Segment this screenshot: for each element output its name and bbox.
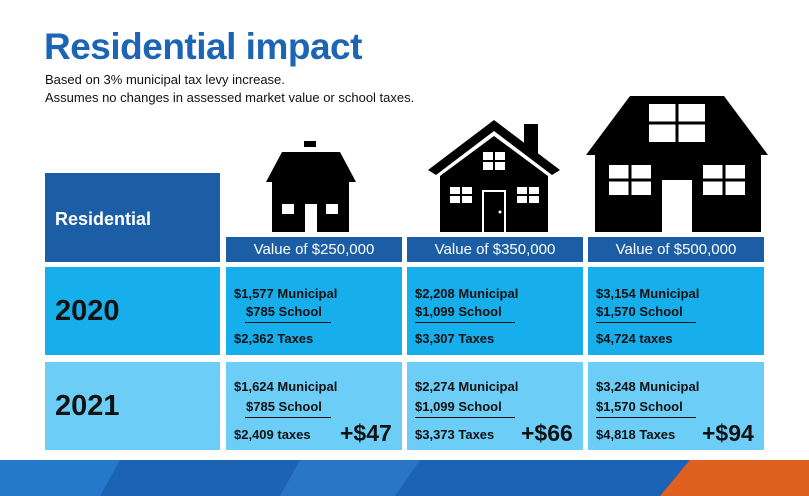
row-header: 2020 [45, 267, 220, 355]
note: Based on 3% municipal tax levy increase. [45, 72, 285, 87]
underline [415, 417, 515, 418]
tax-change: +$94 [702, 420, 754, 446]
municipal-tax: $1,577 Municipal [234, 286, 338, 301]
total-tax: $3,373 Taxes [415, 427, 495, 442]
tax-change: +$47 [340, 420, 392, 446]
total-tax: $2,409 taxes [234, 427, 311, 442]
total-tax: $4,724 taxes [596, 331, 673, 346]
municipal-tax: $2,208 Municipal [415, 286, 519, 301]
data-cell [226, 267, 402, 355]
note: Assumes no changes in assessed market va… [45, 90, 415, 105]
column-header: Value of $350,000 [407, 237, 583, 262]
school-tax: $785 School [246, 304, 322, 319]
underline [596, 417, 696, 418]
school-tax: $785 School [246, 399, 322, 414]
total-tax: $4,818 Taxes [596, 427, 676, 442]
underline [245, 322, 331, 323]
total-tax: $3,307 Taxes [415, 331, 495, 346]
school-tax: $1,570 School [596, 399, 683, 414]
total-tax: $2,362 Taxes [234, 331, 314, 346]
school-tax: $1,099 School [415, 304, 502, 319]
row-header: 2021 [45, 362, 220, 450]
underline [596, 322, 696, 323]
municipal-tax: $1,624 Municipal [234, 379, 338, 394]
underline [245, 417, 331, 418]
school-tax: $1,570 School [596, 304, 683, 319]
municipal-tax: $2,274 Municipal [415, 379, 519, 394]
school-tax: $1,099 School [415, 399, 502, 414]
corner-header: Residential [45, 173, 220, 262]
data-cell [226, 362, 402, 450]
data-cell [407, 267, 583, 355]
data-cell [407, 362, 583, 450]
data-cell [588, 362, 764, 450]
column-header: Value of $250,000 [226, 237, 402, 262]
municipal-tax: $3,248 Municipal [596, 379, 700, 394]
title: Residential impact [44, 26, 362, 67]
municipal-tax: $3,154 Municipal [596, 286, 700, 301]
column-header: Value of $500,000 [588, 237, 764, 262]
data-cell [588, 267, 764, 355]
tax-change: +$66 [521, 420, 573, 446]
underline [415, 322, 515, 323]
